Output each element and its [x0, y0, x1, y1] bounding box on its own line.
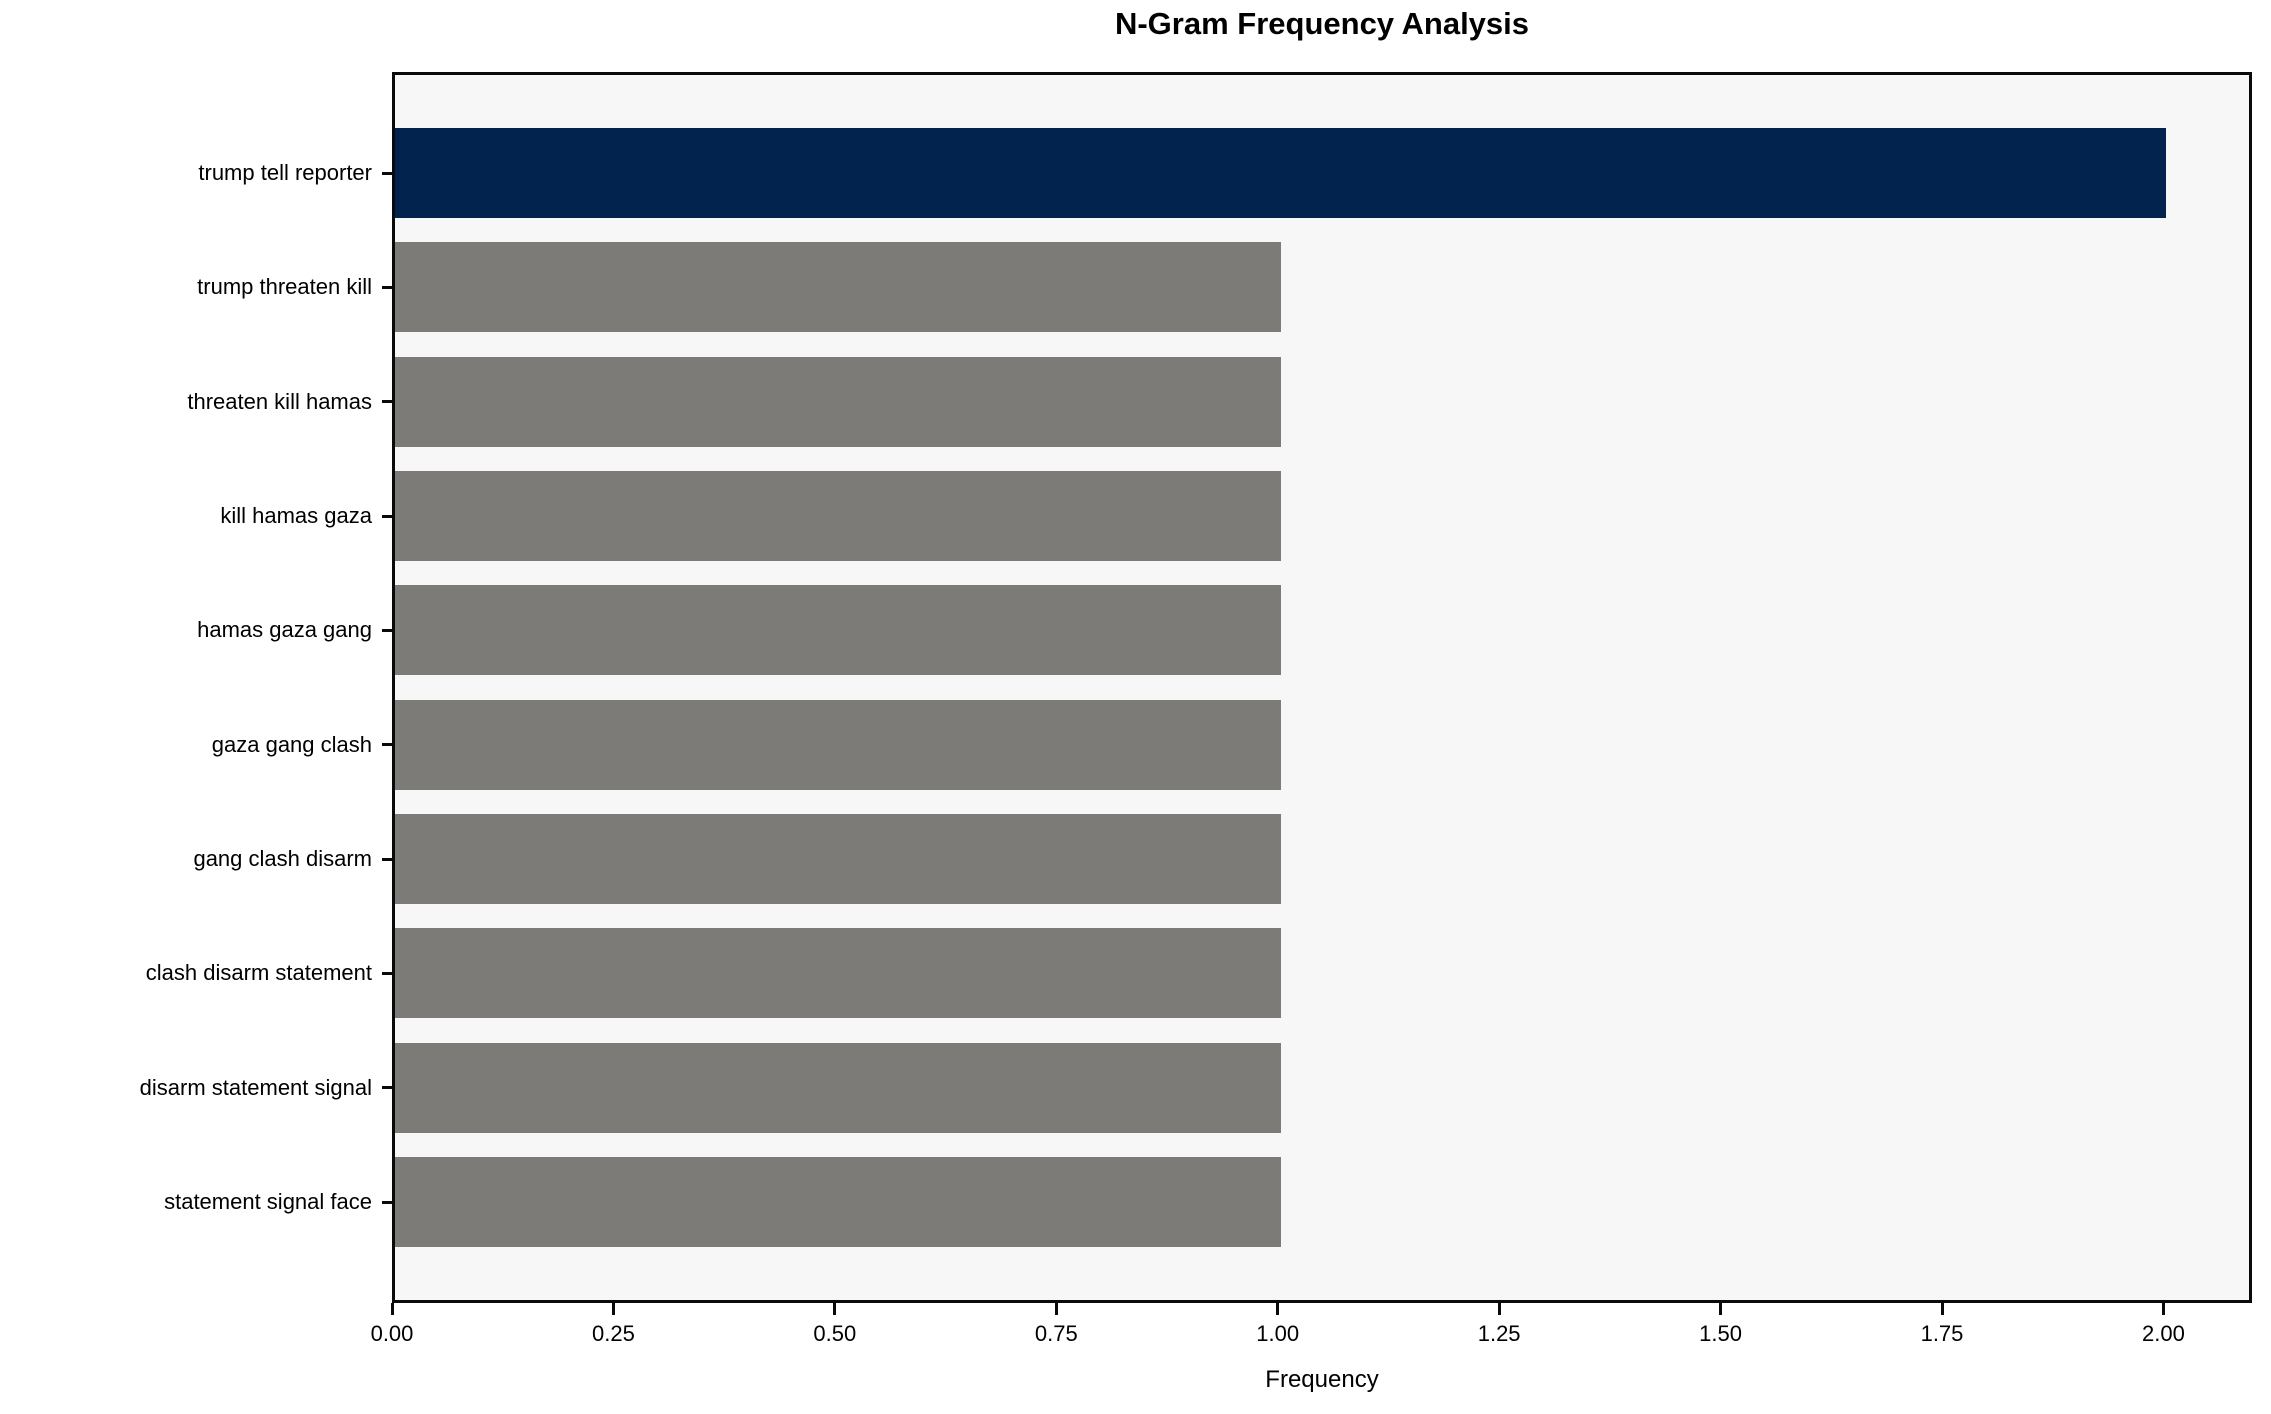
- bar-hamas-gaza-gang: [395, 585, 1281, 676]
- chart-title: N-Gram Frequency Analysis: [1114, 6, 1530, 41]
- x-tick-mark: [1497, 1303, 1501, 1315]
- x-tick-mark: [611, 1303, 615, 1315]
- y-tick-mark: [382, 400, 392, 404]
- x-tick-mark: [2161, 1303, 2165, 1315]
- x-tick-label: 0.00: [370, 1321, 414, 1346]
- y-tick-label: gaza gang clash: [211, 731, 372, 757]
- y-tick-mark: [382, 857, 392, 861]
- y-tick-mark: [382, 1200, 392, 1204]
- x-tick-label: 1.50: [1699, 1321, 1742, 1346]
- x-tick-mark: [833, 1303, 837, 1315]
- y-tick-mark: [382, 1086, 392, 1090]
- x-tick-label: 1.25: [1477, 1321, 1521, 1346]
- x-tick-mark: [1940, 1303, 1944, 1315]
- bar-trump-threaten-kill: [395, 242, 1281, 333]
- y-tick-label: statement signal face: [164, 1189, 372, 1214]
- x-tick-label: 1.00: [1256, 1321, 1300, 1346]
- y-tick-mark: [382, 743, 392, 747]
- y-tick-label: gang clash disarm: [193, 846, 372, 871]
- y-tick-label: trump tell reporter: [198, 160, 372, 185]
- x-tick-label: 0.75: [1034, 1321, 1078, 1346]
- bar-gaza-gang-clash: [395, 699, 1281, 790]
- bar-threaten-kill-hamas: [395, 356, 1281, 447]
- y-tick-mark: [382, 628, 392, 632]
- bar-gang-clash-disarm: [395, 814, 1281, 904]
- x-tick-label: 1.75: [1920, 1321, 1964, 1346]
- x-tick-mark: [1054, 1303, 1058, 1315]
- y-tick-mark: [382, 171, 392, 175]
- x-tick-mark: [1276, 1303, 1280, 1315]
- x-tick-label: 0.50: [813, 1321, 857, 1346]
- bar-clash-disarm-statement: [395, 928, 1281, 1019]
- x-tick-mark: [1719, 1303, 1723, 1315]
- x-tick-label: 0.25: [592, 1321, 635, 1346]
- y-tick-mark: [382, 971, 392, 975]
- bar-statement-signal-face: [395, 1157, 1281, 1247]
- y-tick-label: hamas gaza gang: [197, 617, 372, 643]
- x-axis-title: Frequency: [1265, 1366, 1379, 1393]
- bar-trump-tell-reporter: [395, 128, 2167, 218]
- y-tick-label: kill hamas gaza: [220, 503, 372, 528]
- y-tick-mark: [382, 285, 392, 289]
- y-tick-label: trump threaten kill: [197, 274, 372, 300]
- x-tick-mark: [390, 1303, 394, 1315]
- y-tick-label: disarm statement signal: [139, 1074, 372, 1100]
- y-tick-mark: [382, 514, 392, 518]
- y-tick-label: threaten kill hamas: [187, 388, 372, 414]
- y-tick-label: clash disarm statement: [145, 960, 372, 986]
- x-tick-label: 2.00: [2142, 1321, 2185, 1346]
- plot-area: [392, 72, 2252, 1303]
- bar-kill-hamas-gaza: [395, 471, 1281, 561]
- bar-disarm-statement-signal: [395, 1042, 1281, 1133]
